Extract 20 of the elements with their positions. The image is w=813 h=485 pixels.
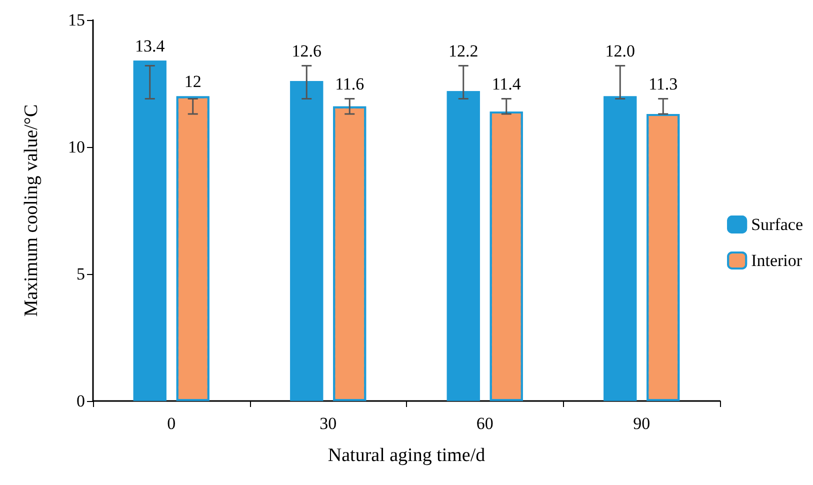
x-tick-label: 90 [633,414,650,433]
x-axis-title: Natural aging time/d [328,445,486,466]
legend-label: Surface [751,215,804,234]
data-label: 13.4 [135,36,166,56]
data-label: 12.2 [448,42,478,61]
data-label: 12 [184,72,202,92]
x-tick-label: 30 [320,414,337,433]
data-label: 12.0 [605,42,635,61]
data-label: 11.3 [648,74,678,94]
legend-label: Interior [751,251,802,270]
y-axis-title: Maximum cooling value/°C [21,104,42,317]
y-tick-label: 5 [76,264,85,284]
x-tick-label: 0 [167,414,176,433]
y-tick-label: 0 [76,392,85,410]
data-label: 11.6 [335,74,364,94]
data-label: 12.6 [292,42,322,61]
x-tick-label: 60 [476,414,494,433]
y-tick-label: 15 [68,10,85,30]
y-tick-label: 10 [68,138,85,156]
data-label: 11.4 [492,74,522,94]
